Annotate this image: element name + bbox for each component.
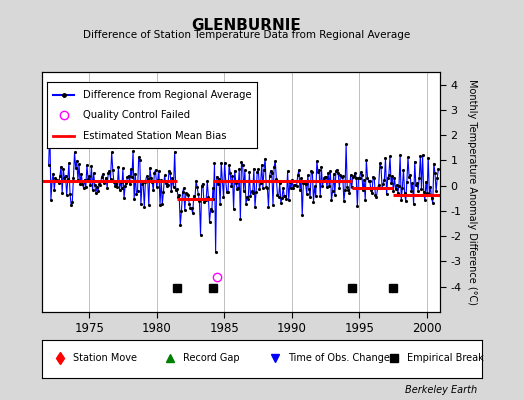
Text: Berkeley Earth: Berkeley Earth [405, 385, 477, 395]
Y-axis label: Monthly Temperature Anomaly Difference (°C): Monthly Temperature Anomaly Difference (… [467, 79, 477, 305]
Text: Difference from Regional Average: Difference from Regional Average [83, 90, 252, 100]
Text: Time of Obs. Change: Time of Obs. Change [288, 353, 390, 363]
Text: Empirical Break: Empirical Break [407, 353, 484, 363]
Text: Quality Control Failed: Quality Control Failed [83, 110, 190, 120]
Text: Station Move: Station Move [73, 353, 137, 363]
Text: GLENBURNIE: GLENBURNIE [191, 18, 301, 33]
Text: Record Gap: Record Gap [183, 353, 239, 363]
Text: Estimated Station Mean Bias: Estimated Station Mean Bias [83, 131, 226, 141]
Text: Difference of Station Temperature Data from Regional Average: Difference of Station Temperature Data f… [83, 30, 410, 40]
